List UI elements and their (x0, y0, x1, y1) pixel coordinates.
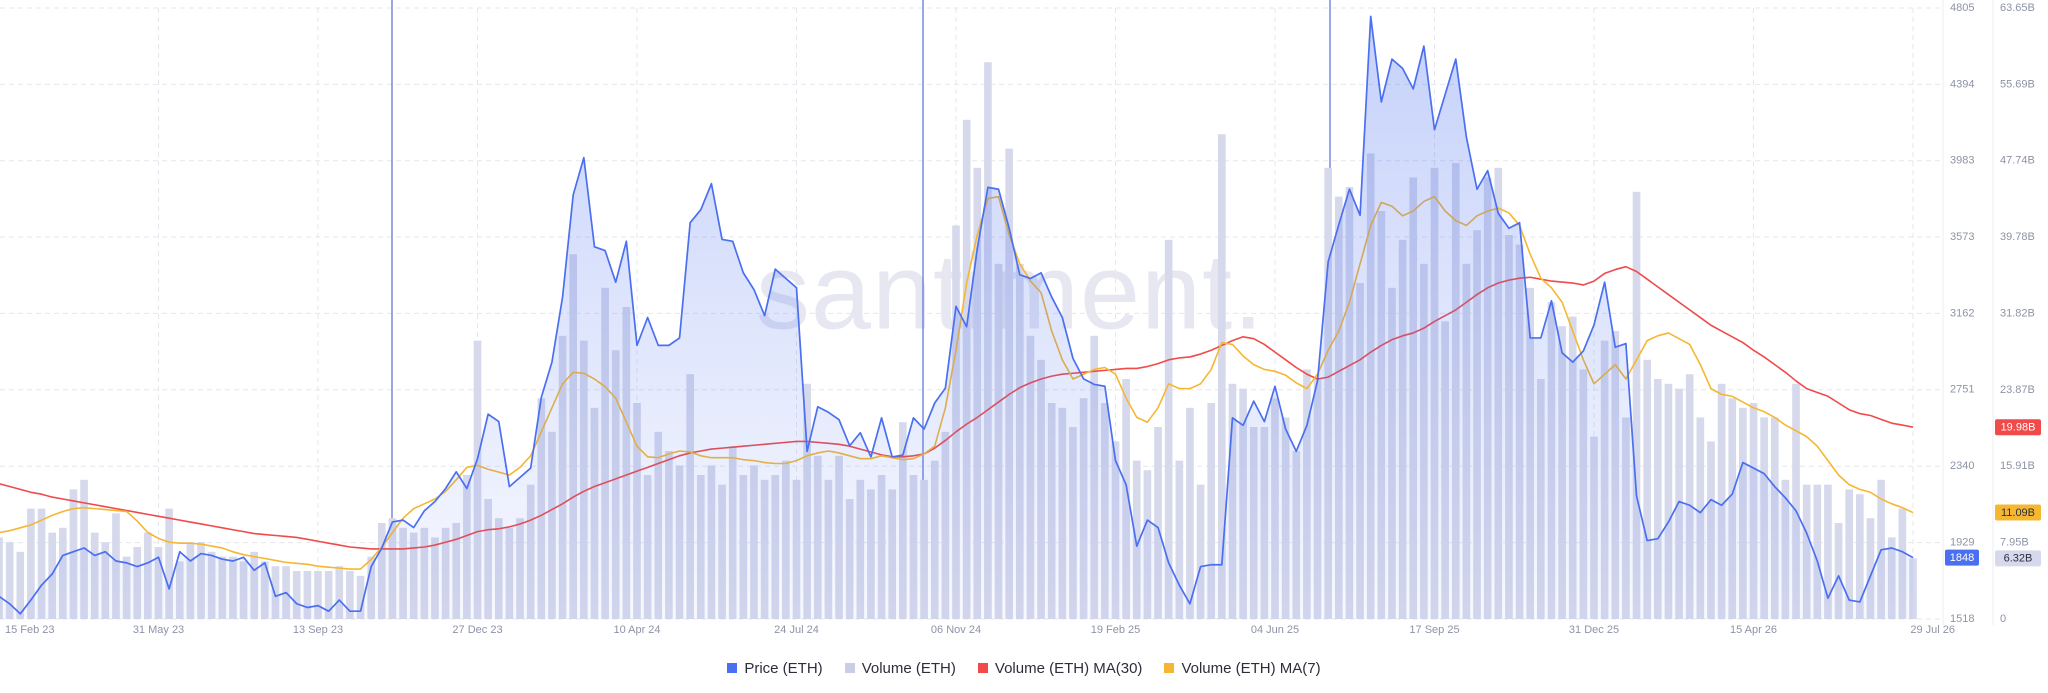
x-tick-label: 10 Apr 24 (613, 624, 660, 636)
volume-bar (1664, 383, 1673, 619)
legend-item[interactable]: Volume (ETH) (844, 659, 956, 677)
volume-bar (335, 566, 344, 619)
last-value-label: 1848 (1950, 552, 1974, 564)
x-tick-label: 31 May 23 (133, 624, 184, 636)
y-tick-label: 3162 (1950, 307, 1974, 319)
volume-bar (1218, 134, 1226, 619)
volume-bar (0, 537, 3, 619)
volume-bar (1813, 484, 1822, 619)
volume-bar (356, 575, 365, 619)
legend-swatch (977, 663, 988, 673)
x-tick-label: 29 Jul 26 (1910, 624, 1955, 636)
y2-tick-label: 55.69B (2000, 78, 2035, 90)
volume-bar (292, 571, 301, 619)
last-value-label: 11.09B (2001, 507, 2035, 519)
last-value-tag (1945, 549, 1979, 566)
y-tick-label: 4394 (1950, 78, 1974, 90)
volume-bar (1196, 484, 1205, 619)
volume-bar (5, 542, 14, 619)
x-tick-label: 27 Dec 23 (452, 624, 502, 636)
x-tick-label: 06 Nov 24 (931, 624, 981, 636)
volume-bar (1164, 239, 1173, 619)
y-tick-label: 4805 (1950, 2, 1974, 14)
volume-bar (1717, 383, 1726, 619)
y-tick-label: 3573 (1950, 231, 1974, 243)
volume-bar (27, 508, 35, 619)
legend-label: Price (ETH) (744, 659, 823, 677)
last-value-tag (1995, 419, 2041, 436)
legend-label: Volume (ETH) MA(7) (1181, 659, 1321, 677)
last-value-label: 6.32B (2004, 553, 2033, 565)
x-tick-label: 04 Jun 25 (1251, 624, 1299, 636)
y2-tick-label: 63.65B (2000, 2, 2035, 14)
volume-bar (1834, 523, 1843, 619)
last-value-tag (1995, 550, 2041, 567)
legend-item[interactable]: Volume (ETH) MA(30) (977, 659, 1143, 677)
x-tick-label: 17 Sep 25 (1409, 624, 1459, 636)
volume-bar (1653, 379, 1662, 619)
y2-tick-label: 31.82B (2000, 307, 2035, 319)
x-tick-label: 24 Jul 24 (774, 624, 819, 636)
x-tick-label: 15 Feb 23 (5, 624, 55, 636)
y-tick-label: 2340 (1950, 460, 1974, 472)
volume-bar (165, 508, 173, 619)
legend-label: Volume (ETH) MA(30) (994, 659, 1143, 677)
y2-tick-label: 7.95B (2000, 537, 2029, 549)
legend-swatch (727, 663, 738, 673)
x-tick-label: 31 Dec 25 (1569, 624, 1619, 636)
volume-bar (271, 566, 280, 619)
y2-tick-label: 39.78B (2000, 231, 2035, 243)
legend-swatch (1164, 663, 1175, 673)
volume-bar (1856, 494, 1864, 619)
y-tick-label: 3983 (1950, 155, 1974, 167)
volume-bar (1186, 407, 1194, 619)
y2-tick-label: 47.74B (2000, 155, 2035, 167)
y2-tick-label: 15.91B (2000, 460, 2035, 472)
volume-bar (1175, 460, 1184, 619)
legend-swatch (844, 663, 855, 673)
x-tick-label: 13 Sep 23 (293, 624, 343, 636)
y2-tick-label: 23.87B (2000, 384, 2035, 396)
volume-bar (1824, 484, 1832, 619)
y-tick-label: 1929 (1950, 537, 1974, 549)
legend: Price (ETH) Volume (ETH) Volume (ETH) MA(3… (0, 656, 2048, 680)
volume-bar (324, 571, 333, 619)
x-tick-label: 15 Apr 26 (1730, 624, 1777, 636)
legend-item[interactable]: Volume (ETH) MA(7) (1164, 659, 1321, 677)
price-area (0, 16, 1913, 619)
volume-bar (1792, 383, 1800, 619)
volume-bar (1845, 489, 1854, 619)
volume-bar (37, 508, 46, 619)
volume-bar (1632, 191, 1641, 619)
volume-bar (346, 571, 354, 619)
last-value-label: 19.98B (2001, 422, 2036, 434)
volume-bar (1866, 518, 1875, 619)
y-tick-label: 2751 (1950, 384, 1974, 396)
volume-bar (16, 551, 25, 619)
volume-bar (1154, 427, 1162, 619)
x-tick-label: 19 Feb 25 (1091, 624, 1141, 636)
volume-bar (303, 571, 312, 619)
chart: santiment.151819292340275131623573398343… (0, 0, 2041, 636)
last-value-tag (1995, 504, 2041, 521)
y2-tick-label: 0 (2000, 613, 2006, 625)
volume-bar (1643, 359, 1651, 619)
volume-bar (1132, 460, 1141, 619)
volume-bar (1207, 403, 1216, 619)
y-tick-label: 1518 (1950, 613, 1974, 625)
volume-bar (1685, 374, 1694, 619)
legend-item[interactable]: Price (ETH) (727, 659, 823, 677)
price-line (0, 15, 1914, 615)
legend-label: Volume (ETH) (861, 659, 956, 677)
volume-bar (314, 571, 322, 619)
